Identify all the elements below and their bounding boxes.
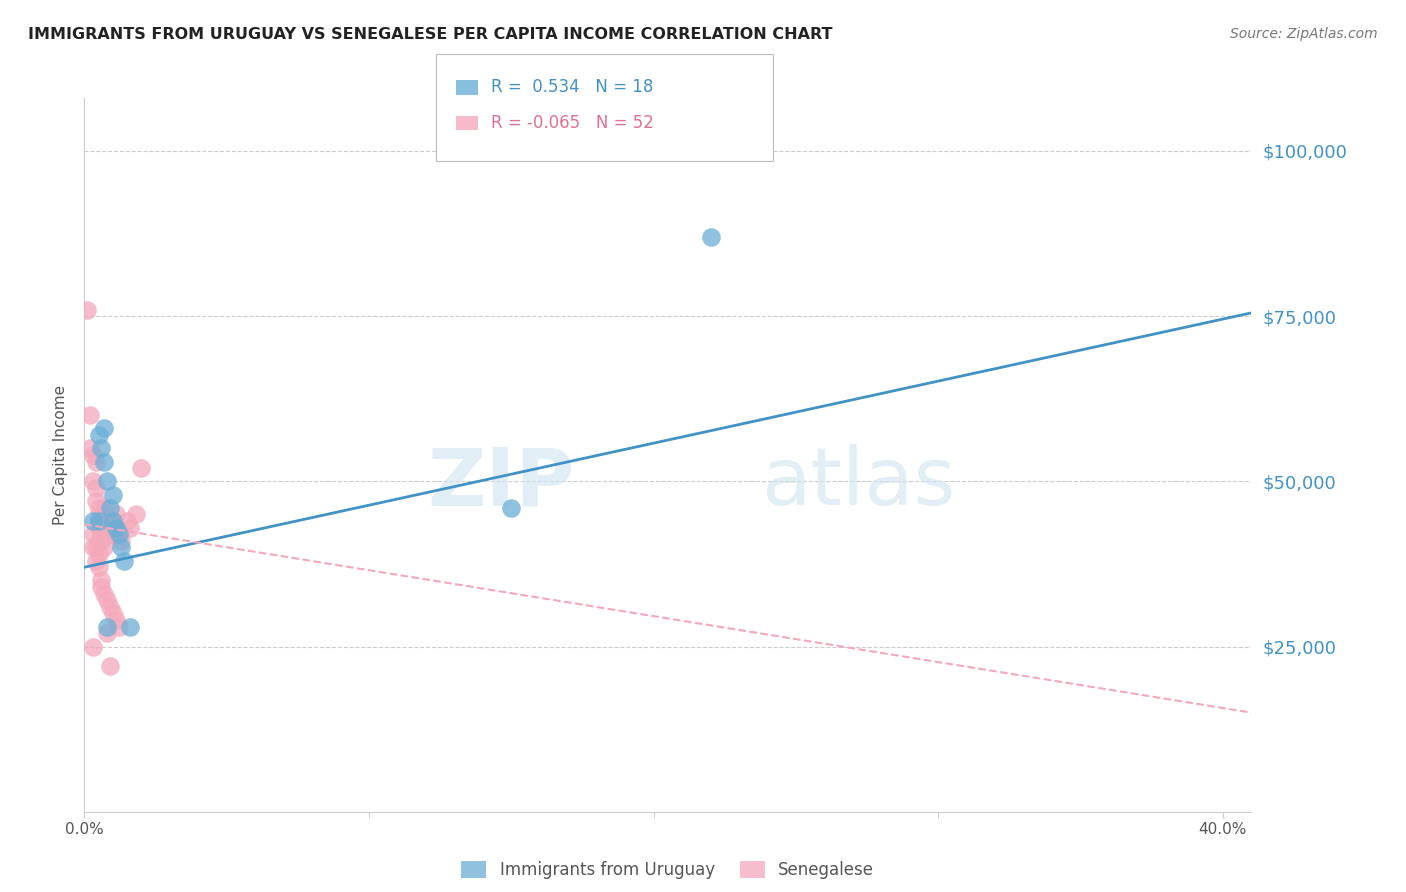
Point xyxy=(699,230,721,244)
Point xyxy=(118,620,141,634)
Point xyxy=(501,500,523,515)
Point xyxy=(93,421,115,435)
Point xyxy=(96,626,118,640)
Point xyxy=(79,409,101,423)
Point xyxy=(82,527,104,541)
Point xyxy=(93,587,115,601)
Point xyxy=(96,475,118,489)
Point xyxy=(96,520,118,534)
Point xyxy=(87,508,110,522)
Point xyxy=(101,514,124,528)
Point xyxy=(101,527,124,541)
Point xyxy=(104,508,127,522)
Point xyxy=(101,607,124,621)
Text: ZIP: ZIP xyxy=(427,444,575,523)
Point xyxy=(87,514,110,528)
Text: atlas: atlas xyxy=(761,444,956,523)
Point xyxy=(87,514,110,528)
Point xyxy=(87,428,110,442)
Point xyxy=(115,514,138,528)
Point xyxy=(96,620,118,634)
Point xyxy=(101,520,124,534)
Point xyxy=(93,541,115,555)
Point xyxy=(98,599,121,614)
Point xyxy=(129,461,152,475)
Point xyxy=(104,613,127,627)
Point xyxy=(118,520,141,534)
Point xyxy=(82,541,104,555)
Point xyxy=(90,520,112,534)
Point xyxy=(93,500,115,515)
Point xyxy=(98,520,121,534)
Legend: Immigrants from Uruguay, Senegalese: Immigrants from Uruguay, Senegalese xyxy=(454,854,882,886)
Point xyxy=(124,508,146,522)
Point xyxy=(107,620,129,634)
Point xyxy=(107,527,129,541)
Point xyxy=(84,454,107,468)
Point xyxy=(87,500,110,515)
Point xyxy=(110,533,132,548)
Point xyxy=(79,442,101,456)
Point xyxy=(98,500,121,515)
Point xyxy=(98,527,121,541)
Point xyxy=(82,640,104,654)
Point xyxy=(107,527,129,541)
Text: IMMIGRANTS FROM URUGUAY VS SENEGALESE PER CAPITA INCOME CORRELATION CHART: IMMIGRANTS FROM URUGUAY VS SENEGALESE PE… xyxy=(28,27,832,42)
Point xyxy=(90,527,112,541)
Point xyxy=(104,520,127,534)
Point xyxy=(84,494,107,508)
Text: R = -0.065   N = 52: R = -0.065 N = 52 xyxy=(491,114,654,132)
Point xyxy=(90,442,112,456)
Point xyxy=(87,560,110,574)
Text: Source: ZipAtlas.com: Source: ZipAtlas.com xyxy=(1230,27,1378,41)
Point xyxy=(90,574,112,588)
Text: R =  0.534   N = 18: R = 0.534 N = 18 xyxy=(491,78,652,96)
Point xyxy=(84,541,107,555)
Point xyxy=(87,520,110,534)
Point xyxy=(82,448,104,462)
Point xyxy=(84,481,107,495)
Point xyxy=(90,533,112,548)
Point xyxy=(98,659,121,673)
Point xyxy=(112,554,135,568)
Point xyxy=(82,514,104,528)
Point xyxy=(82,475,104,489)
Point xyxy=(93,454,115,468)
Y-axis label: Per Capita Income: Per Capita Income xyxy=(53,384,69,525)
Point xyxy=(104,520,127,534)
Point xyxy=(101,487,124,501)
Point xyxy=(90,514,112,528)
Point xyxy=(84,554,107,568)
Point xyxy=(96,593,118,607)
Point xyxy=(110,541,132,555)
Point xyxy=(90,580,112,594)
Point xyxy=(101,514,124,528)
Point xyxy=(76,302,98,317)
Point xyxy=(87,547,110,561)
Point xyxy=(96,514,118,528)
Point xyxy=(87,533,110,548)
Point xyxy=(93,514,115,528)
